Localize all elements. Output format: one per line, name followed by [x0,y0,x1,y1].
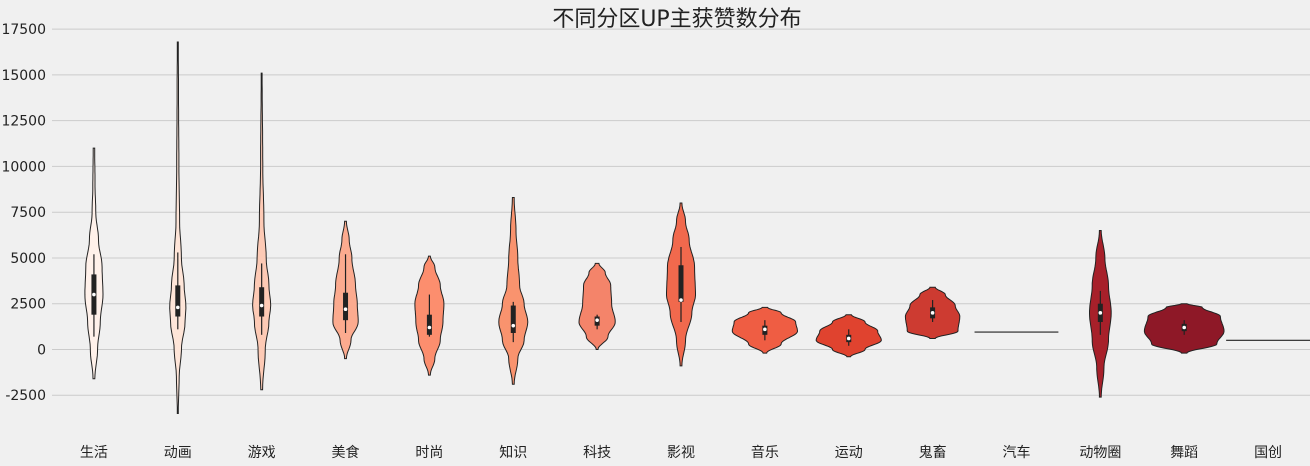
violin-body [498,197,529,385]
violin-median [259,303,264,308]
violin-iqr-box [343,292,349,321]
violin-body [252,72,272,391]
violin-median [92,292,96,297]
violin-14 [1143,303,1225,354]
y-tick-label: -2500 [5,388,46,404]
x-category-label: 鬼畜 [919,445,947,461]
violin-median [763,327,767,332]
y-tick-label: 0 [37,342,46,358]
chart-title: 不同分区UP主获赞数分布 [552,7,801,32]
violin-iqr-box [678,265,684,302]
x-category-label: 动画 [164,445,192,461]
y-tick-label: 15000 [1,68,46,84]
violin-median [930,311,935,315]
x-category-label: 科技 [583,445,611,461]
violin-body [578,262,616,350]
violin-10 [815,314,882,358]
x-category-label: 美食 [332,444,360,461]
violin-median [679,298,683,302]
x-category-label: 影视 [667,445,695,461]
violin-median [343,307,348,311]
x-category-label: 运动 [835,445,863,461]
violin-6 [498,197,529,385]
violin-median [846,336,851,341]
violin-body [169,41,187,414]
violin-median [176,305,180,310]
violin-iqr-box [510,305,516,333]
violin-13 [1089,230,1112,398]
y-tick-label: 12500 [1,114,46,130]
violin-median [595,318,599,322]
x-category-label: 汽车 [1002,444,1030,461]
violin-2 [169,41,187,414]
x-category-label: 时尚 [415,445,443,461]
violin-iqr-box [175,285,181,317]
x-category-label: 知识 [499,444,527,461]
x-category-label: 生活 [80,445,108,461]
x-category-label: 动物圈 [1079,445,1121,461]
x-category-label: 音乐 [751,444,779,461]
violin-median [427,325,432,330]
x-category-label: 游戏 [248,445,276,461]
x-axis-categories: 生活 动画 游戏 美食 时尚 知识 科技 影视 音乐 运动 鬼畜 汽车 动物圈 舞蹈 国创 [80,444,1282,461]
violin-iqr-box [259,287,265,317]
y-tick-label: 5000 [10,251,46,267]
y-tick-label: 2500 [10,297,46,313]
y-tick-label: 7500 [10,205,46,221]
violin-median [511,323,516,328]
violin-median [1182,325,1186,330]
violin-iqr-box [426,314,432,335]
y-axis-ticks: -2500 0 2500 5000 7500 10000 12500 15000 17500 [1,22,46,404]
violin-9 [731,306,799,354]
violin-1 [84,147,104,380]
violin-3 [252,72,272,391]
y-tick-label: 17500 [1,22,46,38]
violin-5 [414,255,445,376]
y-tick-label: 10000 [1,159,46,175]
violin-11 [904,286,961,339]
x-category-label: 舞蹈 [1170,445,1198,461]
violin-median [1098,311,1103,315]
violins [84,41,1310,414]
violin-7 [578,262,616,350]
violin-8 [666,202,696,367]
violin-4 [332,220,359,360]
x-category-label: 国创 [1254,445,1282,461]
